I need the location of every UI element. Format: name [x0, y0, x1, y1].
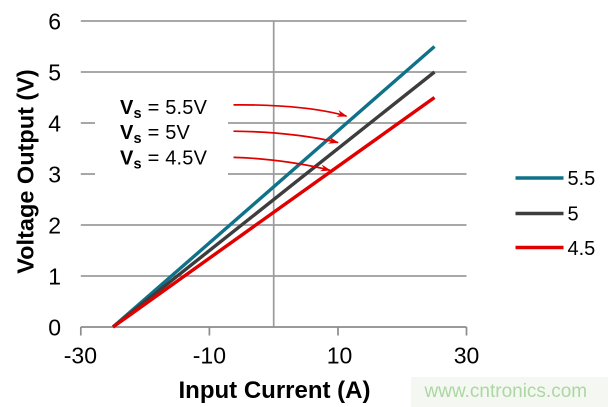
svg-text:-10: -10	[193, 343, 226, 369]
svg-text:Vs = 4.5V: Vs = 4.5V	[120, 148, 208, 173]
svg-text:5: 5	[568, 204, 579, 226]
svg-text:Voltage Output (V): Voltage Output (V)	[13, 69, 39, 274]
svg-text:5: 5	[48, 60, 61, 86]
svg-text:www.cntronics.com: www.cntronics.com	[424, 381, 588, 402]
svg-text:30: 30	[454, 343, 480, 369]
svg-text:Vs = 5.5V: Vs = 5.5V	[120, 97, 208, 122]
svg-text:0: 0	[48, 315, 61, 341]
svg-text:Vs = 5V: Vs = 5V	[120, 122, 191, 147]
svg-text:3: 3	[48, 162, 61, 188]
svg-text:4.5: 4.5	[568, 238, 596, 260]
svg-text:-30: -30	[64, 343, 97, 369]
svg-text:4: 4	[48, 111, 61, 137]
svg-text:6: 6	[48, 9, 61, 35]
svg-text:1: 1	[48, 264, 61, 290]
svg-text:2: 2	[48, 213, 61, 239]
svg-text:10: 10	[327, 343, 353, 369]
svg-text:5.5: 5.5	[568, 168, 596, 190]
svg-text:Input Current (A): Input Current (A)	[179, 377, 371, 404]
